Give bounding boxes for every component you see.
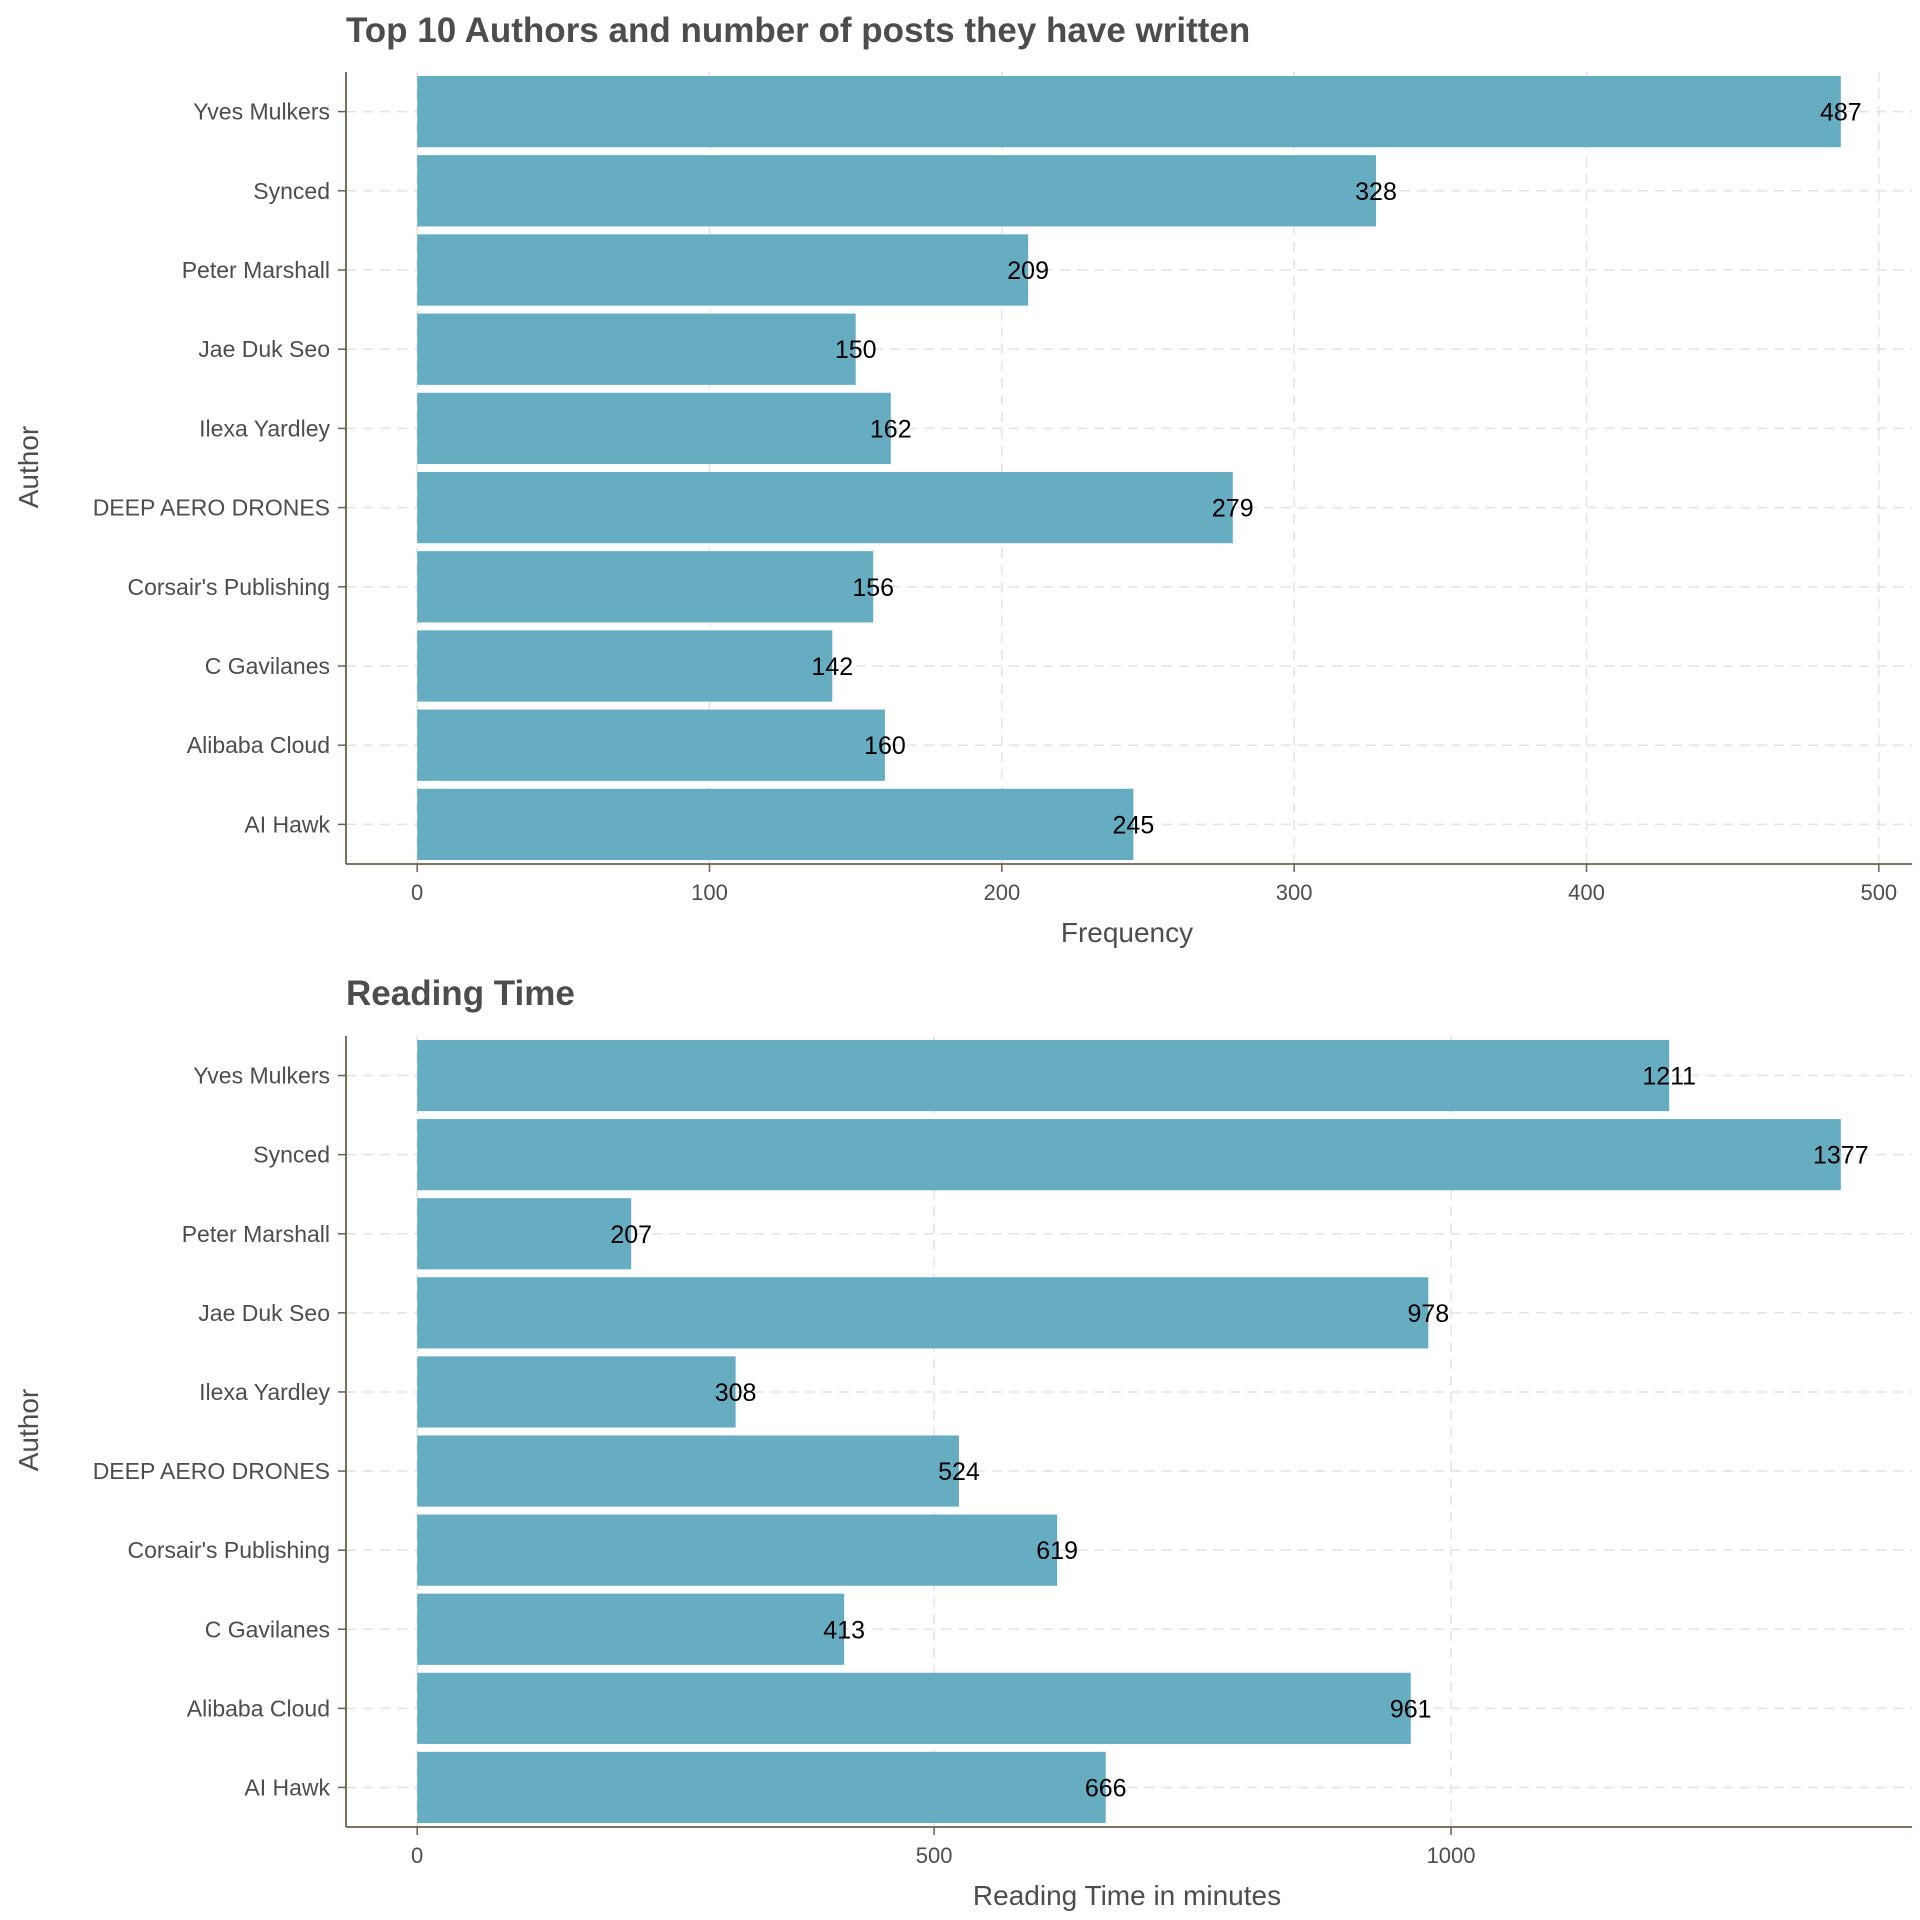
data-label: 160: [864, 732, 906, 760]
category-label: Corsair's Publishing: [127, 1537, 330, 1563]
category-label: DEEP AERO DRONES: [93, 1458, 330, 1484]
x-tick-label: 200: [983, 880, 1020, 905]
data-label: 1211: [1642, 1063, 1696, 1091]
category-label: Synced: [253, 178, 330, 204]
category-label: Ilexa Yardley: [199, 1379, 330, 1405]
data-label: 150: [835, 336, 877, 364]
data-label: 207: [610, 1221, 652, 1249]
bar: [417, 1672, 1411, 1744]
bar: [417, 1514, 1058, 1586]
data-label: 1377: [1813, 1142, 1869, 1170]
x-tick-label: 1000: [1427, 1843, 1476, 1868]
bar: [417, 471, 1233, 544]
y-axis-title: Author: [13, 426, 44, 509]
data-label: 209: [1007, 257, 1049, 285]
data-label: 328: [1355, 178, 1397, 206]
x-tick-label: 500: [1860, 880, 1897, 905]
bar: [417, 788, 1134, 861]
bar: [417, 1751, 1106, 1824]
bar: [417, 155, 1377, 227]
category-label: C Gavilanes: [205, 1616, 330, 1642]
category-label: AI Hawk: [244, 1774, 330, 1800]
category-label: Yves Mulkers: [193, 99, 330, 125]
x-axis-title: Frequency: [1061, 917, 1193, 948]
data-label: 162: [870, 415, 912, 443]
bar: [417, 75, 1841, 148]
bar: [417, 709, 885, 781]
category-label: C Gavilanes: [205, 653, 330, 679]
category-label: Peter Marshall: [182, 1221, 330, 1247]
chart-title: Top 10 Authors and number of posts they …: [346, 11, 1250, 50]
data-label: 619: [1036, 1537, 1078, 1565]
data-label: 308: [715, 1379, 757, 1407]
data-label: 413: [823, 1616, 865, 1644]
category-label: Ilexa Yardley: [199, 415, 330, 441]
data-label: 142: [811, 653, 853, 681]
category-label: Alibaba Cloud: [187, 732, 330, 758]
bar: [417, 630, 833, 702]
bar: [417, 1435, 959, 1507]
x-tick-label: 0: [411, 880, 423, 905]
category-label: AI Hawk: [244, 811, 330, 837]
bar: [417, 313, 856, 385]
category-label: Yves Mulkers: [193, 1063, 330, 1089]
bar: [417, 1593, 845, 1665]
category-label: Jae Duk Seo: [198, 336, 330, 362]
bar: [417, 1039, 1670, 1112]
x-tick-label: 0: [411, 1843, 423, 1868]
category-label: Jae Duk Seo: [198, 1300, 330, 1326]
category-label: Alibaba Cloud: [187, 1695, 330, 1721]
data-label: 279: [1212, 495, 1254, 523]
x-tick-label: 500: [916, 1843, 953, 1868]
data-label: 487: [1820, 99, 1862, 127]
bar: [417, 1356, 736, 1428]
data-label: 961: [1390, 1695, 1432, 1723]
x-tick-label: 300: [1276, 880, 1313, 905]
data-label: 978: [1407, 1300, 1449, 1328]
category-label: Peter Marshall: [182, 257, 330, 283]
reading-time-chart-panel: Reading Time Author Reading Time in minu…: [13, 974, 1912, 1911]
category-label: Corsair's Publishing: [127, 574, 330, 600]
bar: [417, 1119, 1841, 1191]
x-tick-label: 400: [1568, 880, 1605, 905]
bar: [417, 392, 891, 465]
data-label: 156: [852, 574, 894, 602]
x-tick-label: 100: [691, 880, 728, 905]
category-label: Synced: [253, 1142, 330, 1168]
bar: [417, 551, 874, 623]
data-label: 524: [938, 1458, 980, 1486]
posts-chart-panel: Top 10 Authors and number of posts they …: [13, 11, 1912, 948]
y-axis-title: Author: [13, 1389, 44, 1472]
chart-title: Reading Time: [346, 974, 575, 1013]
data-label: 666: [1085, 1774, 1127, 1802]
bar: [417, 234, 1029, 306]
category-label: DEEP AERO DRONES: [93, 495, 330, 521]
bar: [417, 1277, 1429, 1349]
bar: [417, 1198, 632, 1270]
x-axis-title: Reading Time in minutes: [973, 1880, 1281, 1911]
data-label: 245: [1113, 811, 1155, 839]
